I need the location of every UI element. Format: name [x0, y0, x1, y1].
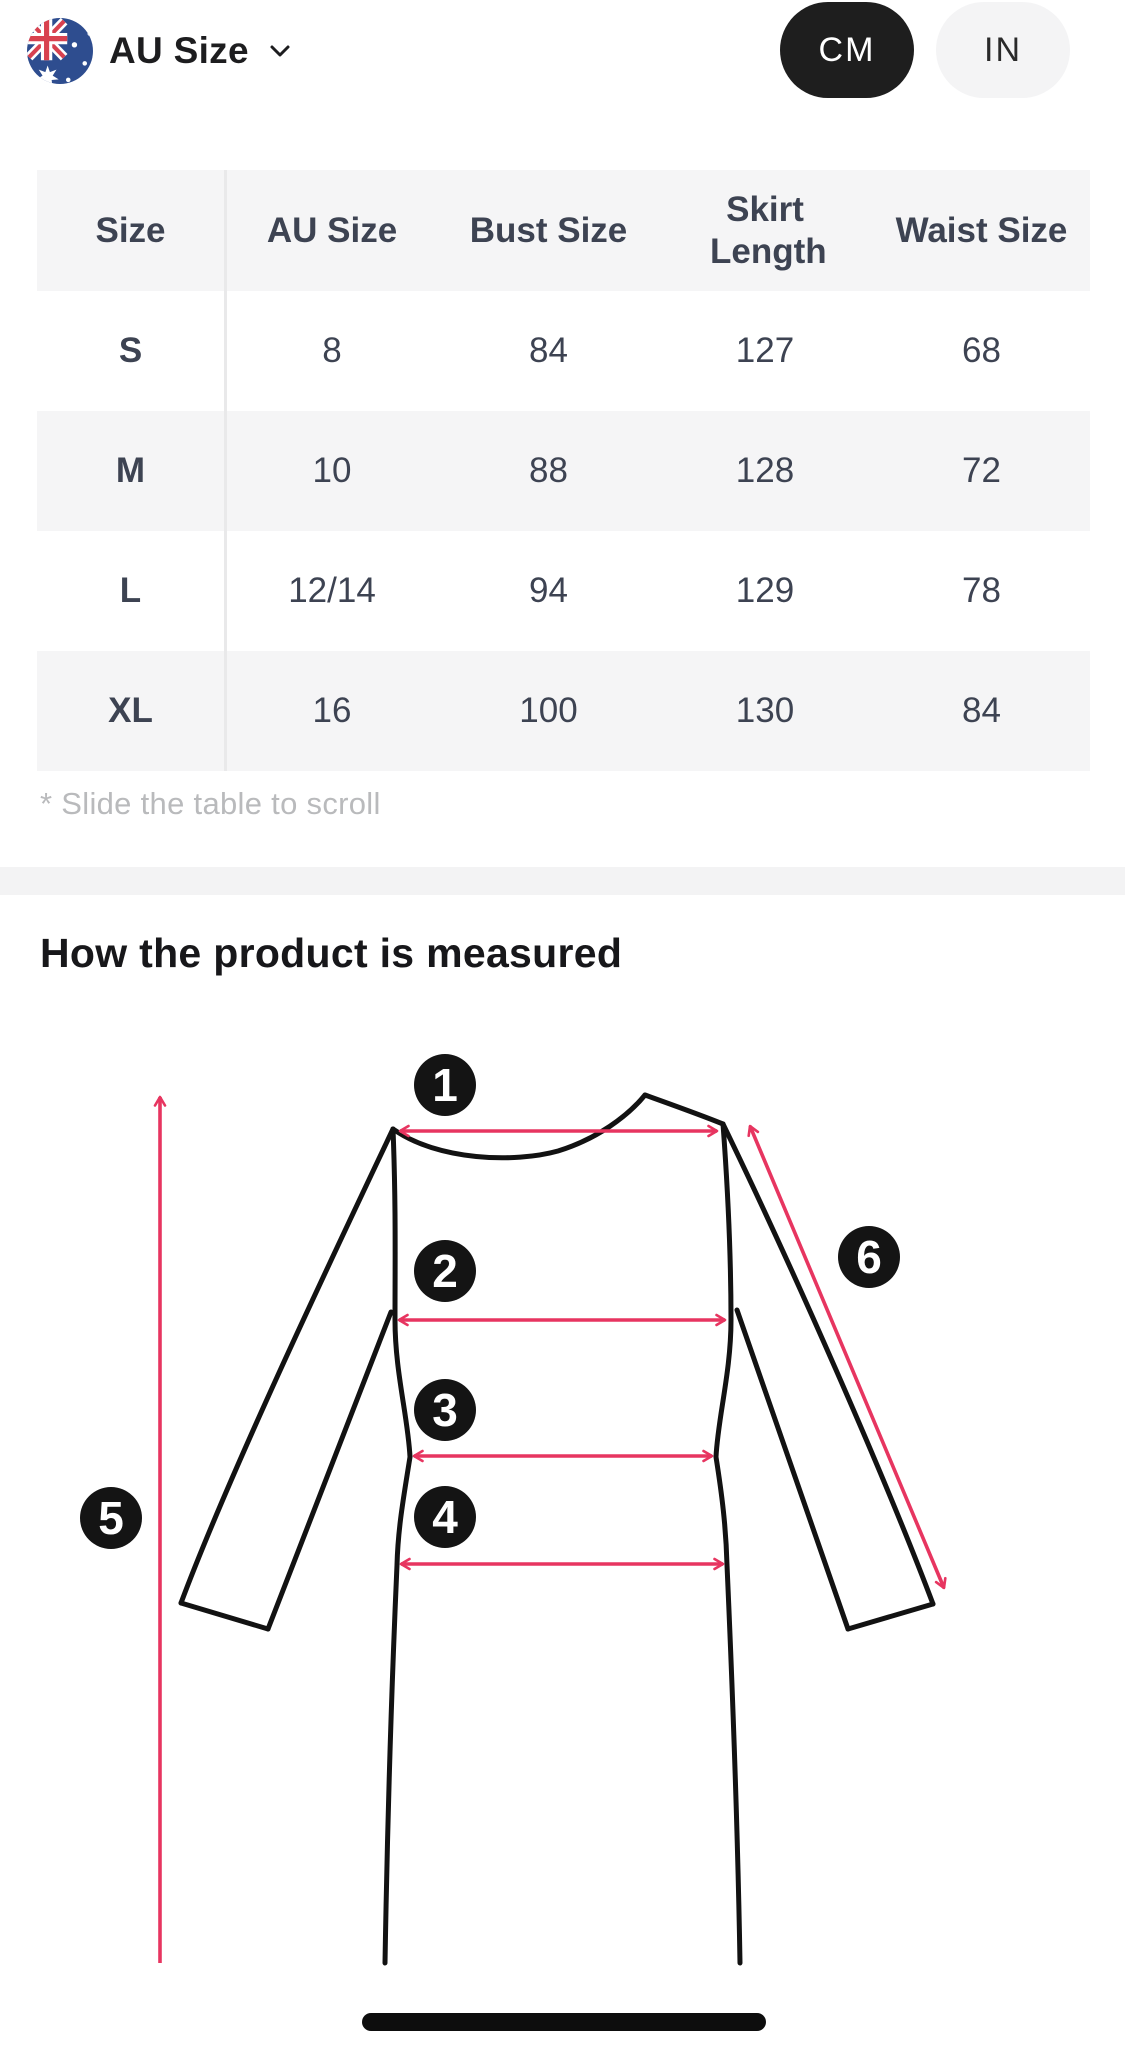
- size-cell: XL: [108, 691, 153, 730]
- dress-outline: [178, 1092, 936, 1966]
- svg-text:5: 5: [98, 1492, 124, 1544]
- value-cell: 127: [735, 331, 795, 370]
- column-header-size: Size: [95, 210, 166, 250]
- column-header-au-size: AU Size: [266, 210, 398, 250]
- table-row: M 10 88 128 72: [37, 411, 1090, 531]
- value-cell: 10: [312, 451, 352, 490]
- left-sleeve-inner: [265, 1309, 394, 1632]
- table-scroll-note: * Slide the table to scroll: [40, 786, 381, 821]
- value-cell: 129: [735, 571, 795, 610]
- region-size-selector[interactable]: AU Size: [27, 18, 295, 84]
- value-cell: 84: [529, 331, 568, 370]
- chevron-down-icon: [270, 45, 290, 57]
- australia-flag-icon: [27, 18, 93, 84]
- measurement-markers: 1 2 3 4 5 6: [80, 1054, 900, 1549]
- value-cell: 72: [962, 451, 1001, 490]
- svg-text:4: 4: [432, 1491, 458, 1543]
- left-sleeve-outer: [178, 1126, 396, 1606]
- measurement-section-title: How the product is measured: [40, 930, 623, 976]
- value-cell: 84: [962, 691, 1001, 730]
- left-sleeve-cuff: [178, 1600, 271, 1632]
- size-table[interactable]: Size AU Size Bust Size Skirt Length Wais…: [37, 170, 1090, 771]
- column-header-waist-size: Waist Size: [895, 210, 1068, 250]
- section-divider: [0, 867, 1125, 895]
- size-cell: M: [115, 451, 146, 490]
- dress-measurement-diagram: 1 2 3 4 5 6: [80, 1054, 947, 1966]
- svg-text:2: 2: [432, 1245, 458, 1297]
- table-header-row: Size AU Size Bust Size Skirt Length Wais…: [37, 170, 1090, 291]
- value-cell: 100: [519, 691, 578, 730]
- unit-toggle: CM IN: [780, 2, 1070, 98]
- neckline-back: [642, 1092, 726, 1127]
- unit-in-button[interactable]: IN: [936, 2, 1070, 98]
- marker-6-badge: 6: [838, 1226, 900, 1288]
- value-cell: 78: [962, 571, 1001, 610]
- unit-cm-button[interactable]: CM: [780, 2, 914, 98]
- table-row: L 12/14 94 129 78: [37, 531, 1090, 651]
- size-cell: L: [119, 571, 142, 610]
- top-bar: AU Size CM IN: [0, 0, 1125, 102]
- table-row: XL 16 100 130 84: [37, 651, 1090, 771]
- neckline-front: [390, 1092, 648, 1161]
- size-cell: S: [118, 331, 143, 370]
- column-header-skirt-length: Skirt Length: [710, 189, 827, 271]
- marker-3-badge: 3: [414, 1379, 476, 1441]
- svg-text:3: 3: [432, 1384, 458, 1436]
- svg-text:6: 6: [856, 1231, 882, 1283]
- column-header-bust-size: Bust Size: [469, 210, 628, 250]
- marker-5-badge: 5: [80, 1487, 142, 1549]
- value-cell: 88: [529, 451, 568, 490]
- left-body-side: [382, 1126, 413, 1966]
- measurement-arrows: [153, 1095, 947, 1963]
- value-cell: 16: [312, 691, 352, 730]
- marker-4-badge: 4: [414, 1486, 476, 1548]
- marker-1-badge: 1: [414, 1054, 476, 1116]
- table-row: S 8 84 127 68: [37, 291, 1090, 411]
- value-cell: 94: [529, 571, 568, 610]
- value-cell: 12/14: [288, 571, 376, 610]
- right-body-side: [713, 1121, 743, 1966]
- commonwealth-star: [36, 65, 59, 84]
- region-size-label: AU Size: [109, 30, 249, 71]
- value-cell: 128: [735, 451, 795, 490]
- home-indicator[interactable]: [362, 2013, 766, 2031]
- value-cell: 130: [735, 691, 795, 730]
- sticky-column-divider: [224, 170, 227, 771]
- svg-text:1: 1: [432, 1059, 458, 1111]
- right-sleeve-cuff: [845, 1601, 936, 1632]
- value-cell: 68: [962, 331, 1001, 370]
- value-cell: 8: [322, 331, 342, 370]
- sleeve-arrow: [747, 1124, 947, 1590]
- marker-2-badge: 2: [414, 1240, 476, 1302]
